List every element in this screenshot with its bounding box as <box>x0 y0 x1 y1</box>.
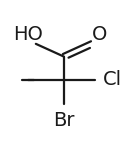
Text: HO: HO <box>13 25 43 44</box>
Text: O: O <box>92 25 108 44</box>
Text: Cl: Cl <box>102 70 121 89</box>
Text: Br: Br <box>53 111 75 130</box>
